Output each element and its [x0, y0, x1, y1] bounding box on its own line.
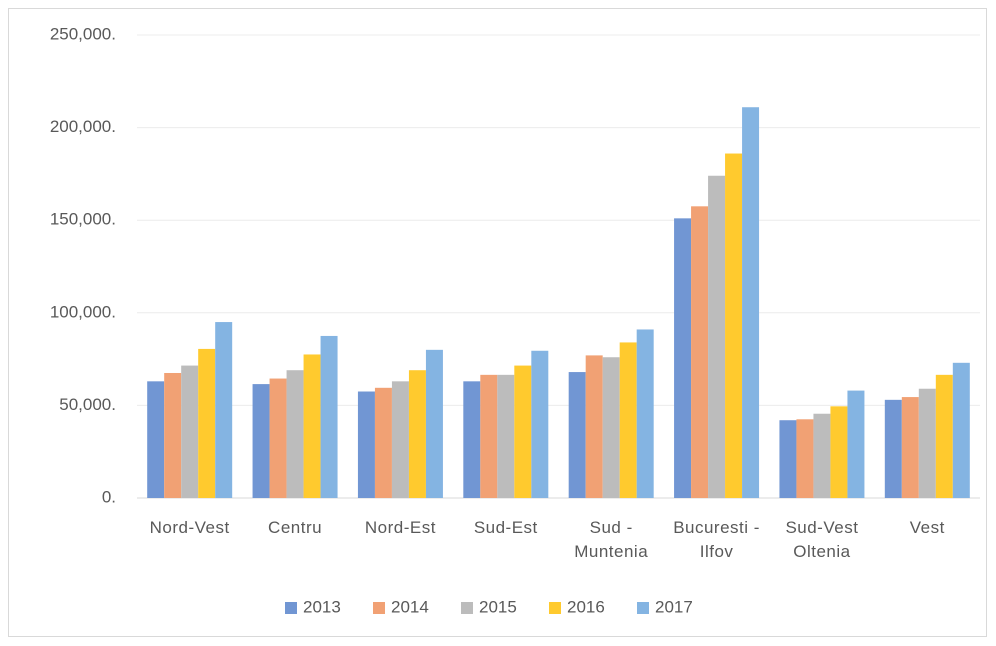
bar: [708, 175, 726, 498]
x-tick-label: Nord-Est: [364, 518, 436, 537]
bar: [813, 413, 831, 498]
bar: [619, 342, 637, 498]
bar: [286, 370, 304, 498]
bar: [636, 329, 654, 498]
bar: [796, 419, 814, 498]
y-tick-label: 250,000.: [50, 24, 116, 43]
bar: [181, 365, 199, 498]
bar: [198, 348, 216, 498]
x-tick-label: Sud-Est: [473, 518, 538, 537]
y-tick-label: 150,000.: [50, 210, 116, 229]
bar: [568, 372, 586, 498]
bar: [901, 397, 919, 498]
x-tick-label: Bucuresti - Ilfov: [673, 518, 760, 561]
bar: [691, 206, 709, 498]
legend-label: 2017: [655, 597, 693, 616]
bar: [497, 374, 515, 498]
bar: [320, 335, 338, 498]
legend-label: 2016: [567, 597, 605, 616]
x-tick-label: Nord-Vest: [149, 518, 230, 537]
bar: [374, 387, 392, 498]
bar: [602, 357, 620, 498]
y-tick-label: 200,000.: [50, 117, 116, 136]
legend-swatch: [637, 602, 649, 614]
bar: [164, 372, 182, 498]
x-tick-label: Sud - Muntenia: [574, 518, 649, 561]
bar: [742, 107, 760, 498]
bar: [408, 370, 426, 498]
chart-border: [8, 8, 987, 637]
bar: [918, 388, 936, 498]
bar: [725, 153, 743, 498]
y-tick-label: 50,000.: [59, 395, 116, 414]
x-tick-label: Vest: [909, 518, 945, 537]
bar: [514, 365, 532, 498]
bar: [252, 384, 270, 498]
legend-swatch: [549, 602, 561, 614]
bar: [463, 381, 481, 498]
x-tick-label: Centru: [268, 518, 323, 537]
bar: [935, 374, 953, 498]
bar: [147, 381, 165, 498]
bar: [357, 391, 375, 498]
bar: [425, 349, 443, 498]
legend-label: 2013: [303, 597, 341, 616]
legend-swatch: [373, 602, 385, 614]
bar: [269, 378, 287, 498]
bar: [303, 354, 321, 498]
bar: [674, 218, 692, 498]
legend-label: 2014: [391, 597, 429, 616]
bar: [391, 381, 409, 498]
y-tick-label: 100,000.: [50, 302, 116, 321]
bar: [830, 406, 848, 498]
bar: [884, 399, 902, 498]
y-tick-label: 0.: [102, 487, 116, 506]
bar: [531, 350, 549, 498]
bar: [480, 374, 498, 498]
bar: [847, 390, 865, 498]
legend-label: 2015: [479, 597, 517, 616]
legend-swatch: [461, 602, 473, 614]
bar: [779, 420, 797, 498]
bar: [215, 322, 233, 498]
legend-swatch: [285, 602, 297, 614]
bar: [952, 362, 970, 498]
x-tick-label: Sud-Vest Oltenia: [785, 518, 859, 561]
bar: [585, 355, 603, 498]
